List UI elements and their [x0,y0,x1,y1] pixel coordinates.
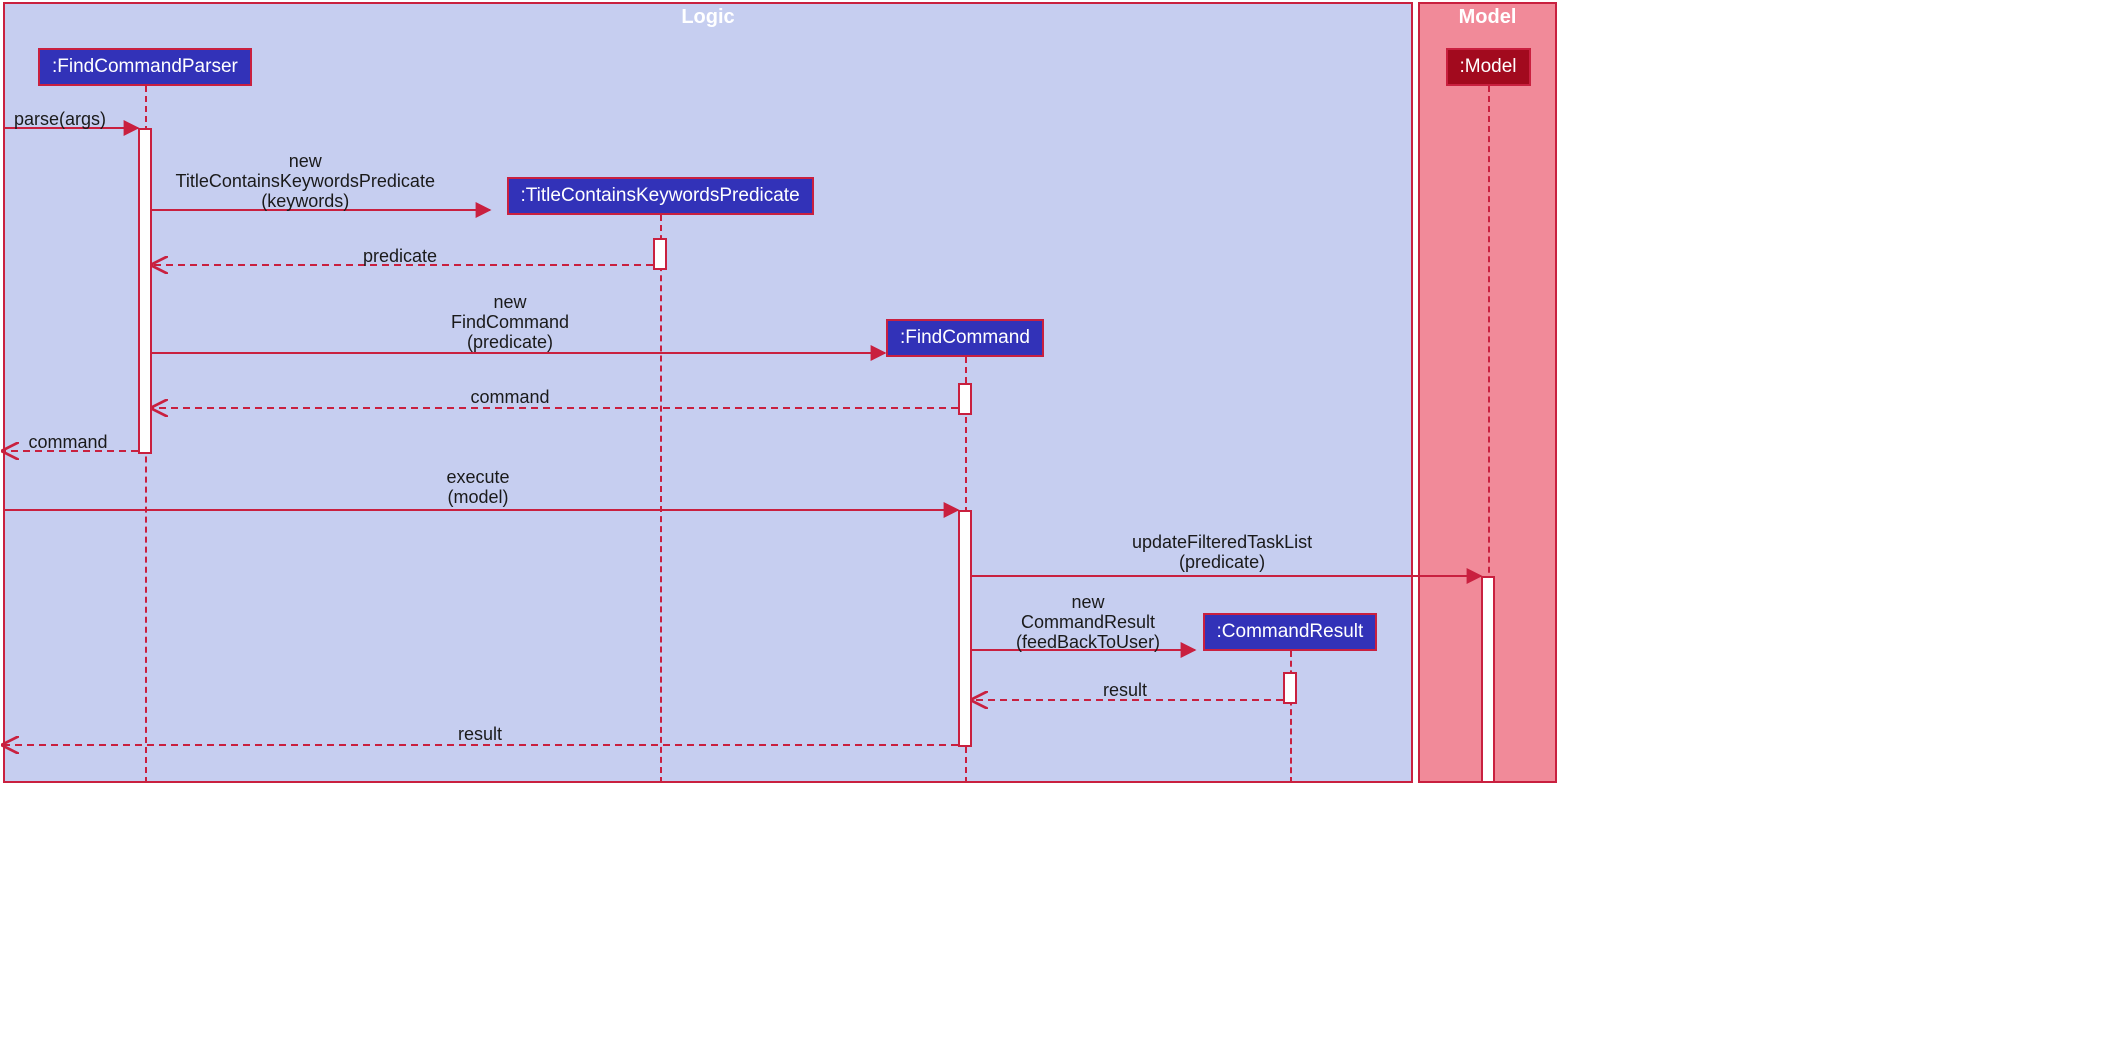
participant-cmdres-label: :CommandResult [1217,621,1364,642]
msg-label-new-command: newFindCommand(predicate) [451,293,569,352]
msg-label-new-cmdres: newCommandResult(feedBackToUser) [1016,593,1160,652]
command-act1 [958,383,972,415]
predicate-act [653,238,667,270]
participant-command-label: :FindCommand [900,327,1030,348]
participant-predicate-label: :TitleContainsKeywordsPredicate [521,185,800,206]
msg-label-update: updateFilteredTaskList(predicate) [1132,533,1312,573]
participant-command: :FindCommand [886,319,1044,357]
participant-parser-label: :FindCommandParser [52,56,238,77]
participant-model: :Model [1446,48,1531,86]
msg-label-ret-result1: result [1103,681,1147,701]
cmdres-act [1283,672,1297,704]
command-act2 [958,510,972,747]
participant-cmdres: :CommandResult [1203,613,1378,651]
model-act [1481,576,1495,783]
msg-label-new-predicate: newTitleContainsKeywordsPredicate(keywor… [176,152,435,211]
lifeline-cmdres [1290,651,1292,783]
participant-parser: :FindCommandParser [38,48,252,86]
frame-logic-title: Logic [681,4,734,29]
participant-predicate: :TitleContainsKeywordsPredicate [507,177,814,215]
parser-act [138,128,152,454]
msg-label-ret-result2: result [458,725,502,745]
frame-logic: Logic [3,2,1413,783]
msg-label-execute: execute(model) [447,468,510,508]
msg-label-parse: parse(args) [14,110,106,130]
participant-model-label: :Model [1460,56,1517,77]
msg-label-ret-command: command [471,388,550,408]
msg-label-ret-parse: command [29,433,108,453]
msg-label-ret-predicate: predicate [363,247,437,267]
lifeline-predicate [660,215,662,783]
sequence-diagram: Logic Model :FindCommandParser :TitleCon… [0,0,1560,785]
frame-model-title: Model [1459,4,1517,29]
